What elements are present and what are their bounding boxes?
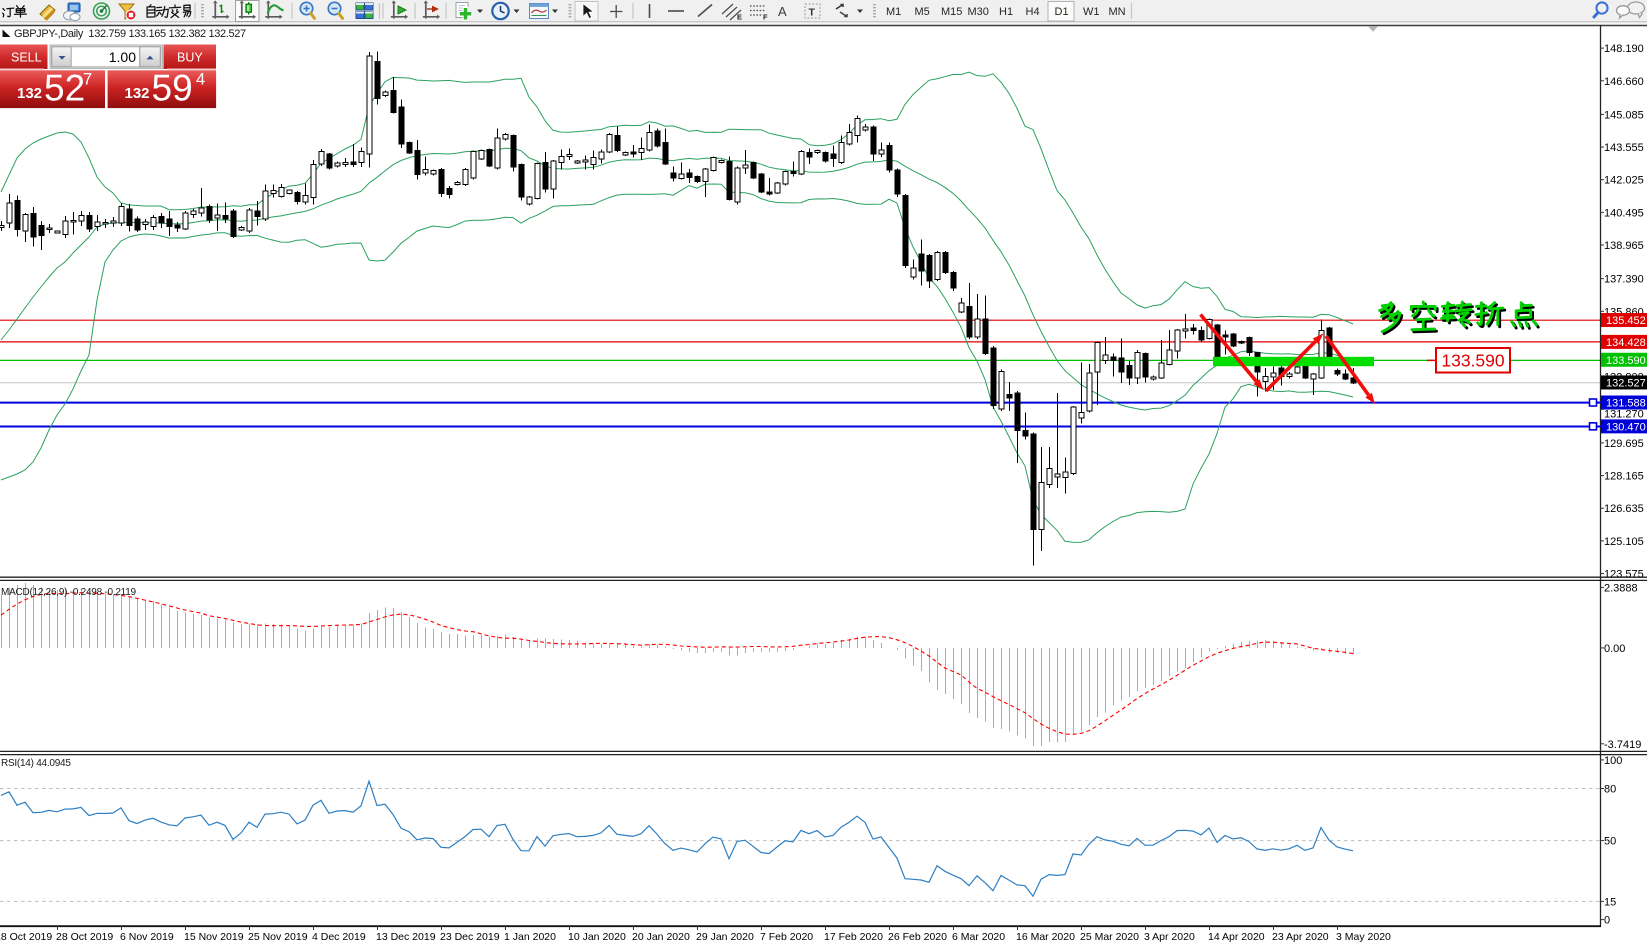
svg-text:T: T [809,7,816,19]
svg-text:3 May 2020: 3 May 2020 [1336,931,1391,943]
svg-text:126.635: 126.635 [1604,503,1644,515]
svg-text:123.575: 123.575 [1604,569,1644,581]
svg-text:140.495: 140.495 [1604,207,1644,219]
svg-text:1.00: 1.00 [109,49,136,65]
svg-text:13 Dec 2019: 13 Dec 2019 [376,931,436,943]
svg-text:10 Jan 2020: 10 Jan 2020 [568,931,626,943]
svg-text:RSI(14) 44.0945: RSI(14) 44.0945 [1,758,71,769]
svg-text:4 Dec 2019: 4 Dec 2019 [312,931,366,943]
svg-text:BUY: BUY [177,51,203,65]
svg-text:125.105: 125.105 [1604,536,1644,548]
svg-text:142.025: 142.025 [1604,175,1644,187]
svg-text:H1: H1 [999,6,1013,18]
svg-text:133.590: 133.590 [1606,355,1646,367]
svg-text:W1: W1 [1083,6,1100,18]
svg-text:131.588: 131.588 [1606,397,1646,409]
svg-text:17 Feb 2020: 17 Feb 2020 [824,931,883,943]
svg-text:23 Dec 2019: 23 Dec 2019 [440,931,500,943]
svg-text:146.660: 146.660 [1604,76,1644,88]
svg-text:16 Mar 2020: 16 Mar 2020 [1016,931,1075,943]
svg-text:M30: M30 [968,6,989,18]
svg-text:129.695: 129.695 [1604,438,1644,450]
svg-text:128.165: 128.165 [1604,471,1644,483]
svg-text:20 Jan 2020: 20 Jan 2020 [632,931,690,943]
svg-text:50: 50 [1604,836,1616,848]
svg-text:7 Feb 2020: 7 Feb 2020 [760,931,813,943]
svg-text:1 Jan 2020: 1 Jan 2020 [504,931,556,943]
svg-text:A: A [778,4,787,19]
svg-text:25 Mar 2020: 25 Mar 2020 [1080,931,1139,943]
svg-text:SELL: SELL [11,51,42,65]
svg-text:MACD(12,26,9) -0.2498 -0.2119: MACD(12,26,9) -0.2498 -0.2119 [1,587,137,598]
svg-text:15: 15 [1604,896,1616,908]
svg-text:MN: MN [1109,6,1126,18]
svg-text:134.428: 134.428 [1606,337,1646,349]
svg-text:132: 132 [17,85,42,102]
svg-text:7: 7 [83,71,92,89]
svg-text:59: 59 [152,68,193,109]
svg-text:131.270: 131.270 [1604,408,1644,420]
svg-text:135.452: 135.452 [1606,315,1646,327]
svg-text:143.555: 143.555 [1604,142,1644,154]
svg-text:0.00: 0.00 [1604,643,1625,655]
svg-text:E: E [737,13,742,22]
svg-text:H4: H4 [1026,6,1040,18]
svg-text:132: 132 [125,85,150,102]
svg-text:137.390: 137.390 [1604,274,1644,286]
svg-text:29 Jan 2020: 29 Jan 2020 [696,931,754,943]
svg-text:M1: M1 [886,6,901,18]
svg-text:28 Oct 2019: 28 Oct 2019 [56,931,113,943]
svg-text:80: 80 [1604,783,1616,795]
svg-text:3 Apr 2020: 3 Apr 2020 [1144,931,1195,943]
svg-text:145.085: 145.085 [1604,109,1644,121]
svg-text:138.965: 138.965 [1604,240,1644,252]
svg-text:132.527: 132.527 [1606,377,1646,389]
svg-text:2.3888: 2.3888 [1604,582,1638,594]
svg-text:4: 4 [196,71,205,89]
svg-text:100: 100 [1604,755,1622,767]
svg-text:15 Nov 2019: 15 Nov 2019 [184,931,244,943]
svg-text:-3.7419: -3.7419 [1604,739,1641,751]
svg-text:18 Oct 2019: 18 Oct 2019 [0,931,52,943]
svg-text:M5: M5 [915,6,930,18]
svg-text:GBPJPY-,Daily 132.759 133.165: GBPJPY-,Daily 132.759 133.165 132.382 13… [14,28,246,40]
svg-text:133.590: 133.590 [1441,351,1505,371]
svg-text:148.190: 148.190 [1604,43,1644,55]
svg-text:130.470: 130.470 [1606,421,1646,433]
svg-text:6 Nov 2019: 6 Nov 2019 [120,931,174,943]
svg-text:F: F [763,13,768,22]
svg-text:52: 52 [44,68,85,109]
svg-text:26 Feb 2020: 26 Feb 2020 [888,931,947,943]
svg-text:6 Mar 2020: 6 Mar 2020 [952,931,1005,943]
svg-text:M15: M15 [941,6,962,18]
svg-text:14 Apr 2020: 14 Apr 2020 [1208,931,1265,943]
svg-text:0: 0 [1604,915,1610,927]
svg-text:D1: D1 [1055,6,1069,18]
svg-text:25 Nov 2019: 25 Nov 2019 [248,931,308,943]
svg-text:23 Apr 2020: 23 Apr 2020 [1272,931,1329,943]
